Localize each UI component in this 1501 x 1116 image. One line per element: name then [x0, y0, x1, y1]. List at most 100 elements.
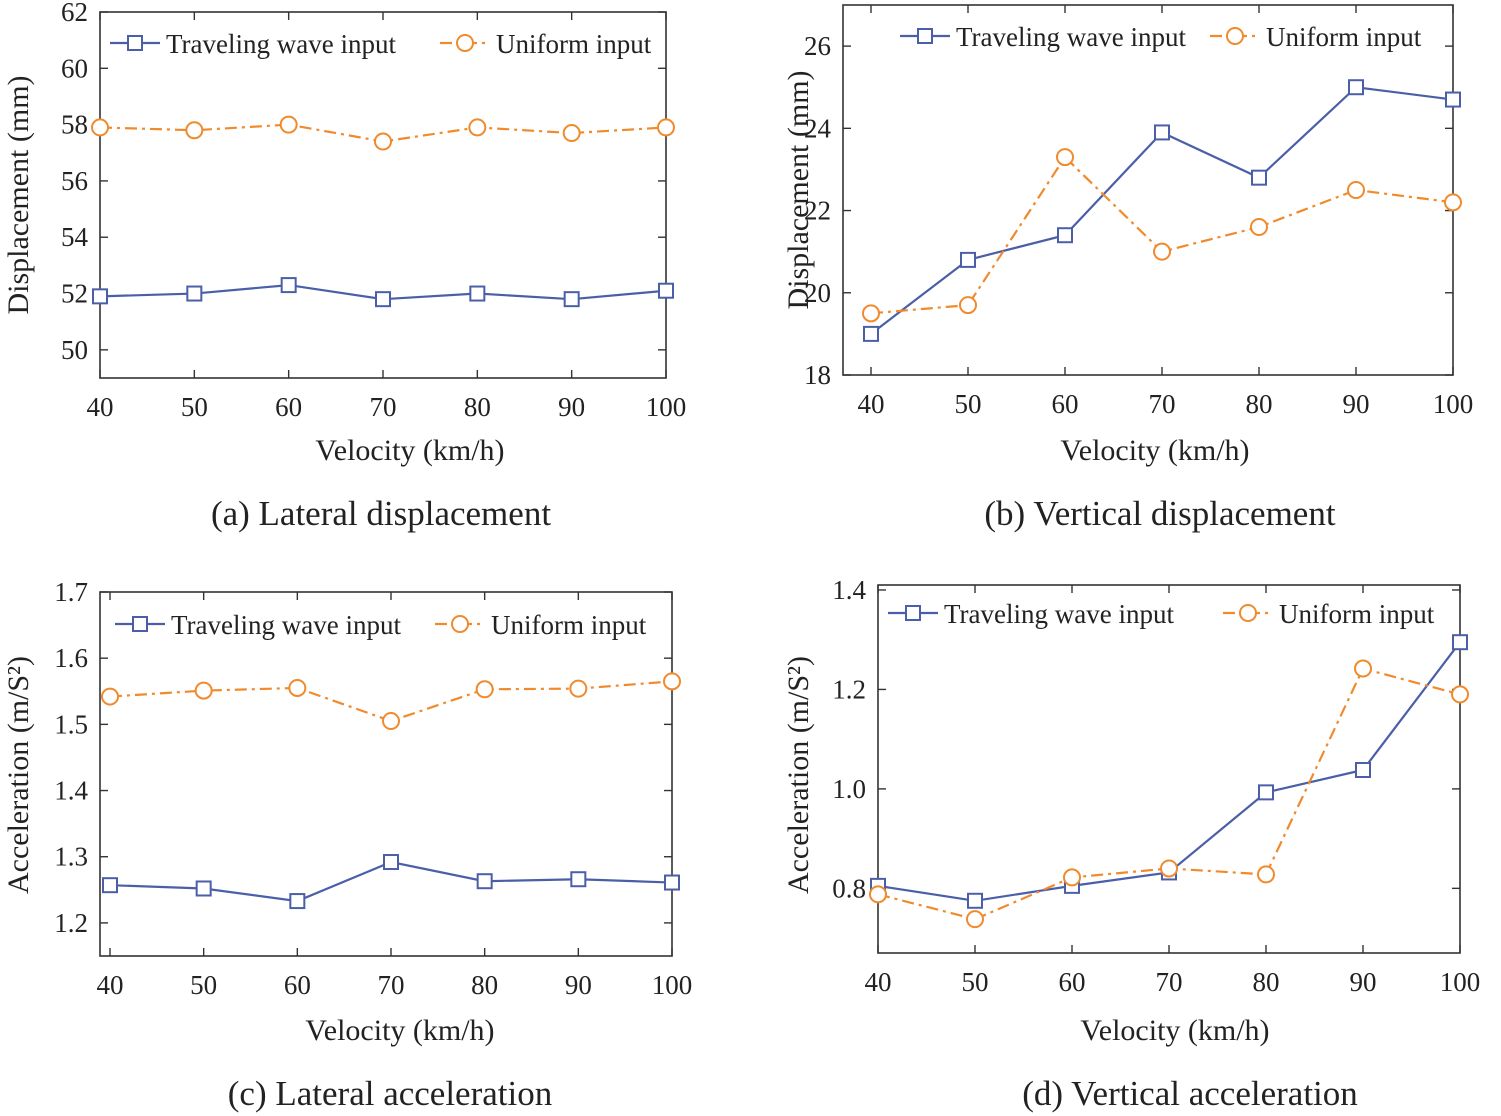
y-axis-label: Displacement (mm) [2, 75, 35, 314]
x-tick-label: 90 [1350, 967, 1377, 997]
x-tick-label: 70 [378, 970, 405, 1000]
chart-panel-b: 18 20 22 24 26 40 50 60 70 80 90 100 Traveling wave … [782, 4, 1474, 533]
traveling-wave-point [289, 893, 306, 910]
uniform-input-point [374, 132, 392, 151]
y-tick-label: 1.4 [832, 575, 866, 605]
traveling-wave-point [1348, 79, 1364, 96]
x-tick-label: 60 [1059, 967, 1086, 997]
y-tick-label: 50 [61, 335, 88, 365]
x-tick-label: 70 [1149, 389, 1176, 419]
x-tick-label: 80 [1246, 389, 1273, 419]
uniform-input-line [877, 667, 1461, 921]
y-axis-label: Acceleration (m/S²) [782, 656, 815, 894]
traveling-wave-line [870, 86, 1454, 335]
traveling-wave-point [1251, 169, 1267, 186]
x-tick-label: 100 [646, 392, 687, 422]
y-tick-label: 18 [804, 360, 831, 390]
legend-uniform-label: Uniform input [1266, 22, 1422, 52]
plot-frame [842, 4, 1454, 376]
panel-caption: (a) Lateral displacement [211, 494, 551, 533]
legend-traveling-label: Traveling wave input [166, 29, 396, 59]
y-tick-label: 1.6 [54, 643, 88, 673]
traveling-wave-point [280, 277, 297, 294]
chart-panel-d: 0.8 1.0 1.2 1.4 40 50 60 70 80 90 100 Traveling wav… [782, 575, 1480, 1113]
legend-square-marker [917, 28, 933, 44]
legend-uniform-label: Uniform input [496, 29, 652, 59]
y-tick-label: 60 [61, 53, 88, 83]
traveling-wave-point [1154, 124, 1170, 141]
x-tick-label: 40 [865, 967, 892, 997]
y-tick-label: 62 [61, 0, 88, 27]
uniform-input-point [569, 679, 588, 698]
traveling-wave-point [1258, 784, 1274, 801]
x-axis-label: Velocity (km/h) [315, 434, 504, 467]
uniform-input-point [1347, 181, 1365, 199]
chart-panel-c: 1.2 1.3 1.4 1.5 1.6 1.7 40 50 60 70 80 90 100 Traveli… [2, 577, 692, 1113]
uniform-input-point [1056, 148, 1074, 167]
uniform-input-point [1257, 865, 1275, 884]
y-tick-label: 54 [61, 222, 89, 252]
x-tick-label: 40 [97, 970, 124, 1000]
traveling-wave-point [967, 892, 983, 909]
x-tick-label: 100 [1433, 389, 1474, 419]
y-tick-label: 1.2 [832, 674, 866, 704]
panel-caption: (b) Vertical displacement [984, 494, 1335, 533]
uniform-input-line [870, 155, 1454, 315]
x-tick-label: 80 [464, 392, 491, 422]
traveling-wave-point [469, 285, 486, 302]
plot-frame [99, 591, 673, 957]
uniform-input-point [959, 296, 977, 315]
traveling-wave-point [570, 871, 587, 888]
uniform-input-point [1063, 868, 1081, 887]
x-tick-label: 80 [1253, 967, 1280, 997]
uniform-input-point [562, 124, 581, 143]
y-tick-label: 24 [804, 113, 832, 143]
legend-traveling-label: Traveling wave input [956, 22, 1186, 52]
legend-circle-marker [451, 615, 469, 633]
uniform-input-point [1153, 242, 1171, 261]
y-tick-label: 1.3 [54, 842, 88, 872]
traveling-wave-point [195, 880, 212, 897]
traveling-wave-point [1355, 761, 1371, 778]
x-tick-label: 50 [181, 392, 208, 422]
uniform-input-point [862, 304, 880, 323]
x-tick-label: 40 [87, 392, 114, 422]
uniform-input-point [1250, 218, 1268, 236]
traveling-wave-point [1452, 634, 1468, 651]
traveling-wave-point [658, 282, 674, 299]
uniform-input-point [1160, 859, 1178, 878]
x-axis-label: Velocity (km/h) [1080, 1014, 1269, 1047]
x-tick-label: 60 [275, 392, 302, 422]
x-tick-label: 60 [1052, 389, 1079, 419]
x-tick-label: 40 [858, 389, 885, 419]
y-axis-label: Acceleration (m/S²) [2, 656, 35, 894]
legend-traveling-label: Traveling wave input [171, 610, 401, 640]
uniform-input-point [663, 672, 681, 691]
y-tick-label: 1.2 [54, 908, 88, 938]
uniform-input-point [279, 115, 298, 134]
uniform-input-point [869, 885, 887, 904]
y-tick-label: 22 [804, 196, 831, 226]
y-tick-label: 1.7 [54, 577, 88, 607]
legend-traveling-label: Traveling wave input [944, 599, 1174, 629]
y-tick-label: 58 [61, 110, 88, 140]
x-axis-label: Velocity (km/h) [305, 1014, 494, 1047]
uniform-input-point [101, 687, 119, 706]
x-tick-label: 100 [652, 970, 693, 1000]
traveling-wave-point [186, 285, 203, 302]
uniform-input-point [1444, 193, 1462, 212]
traveling-wave-point [375, 291, 391, 308]
traveling-wave-point [960, 251, 976, 268]
x-tick-label: 80 [471, 970, 498, 1000]
y-tick-label: 1.0 [832, 774, 866, 804]
uniform-input-point [288, 678, 307, 697]
y-tick-label: 20 [804, 278, 831, 308]
uniform-input-point [468, 118, 487, 137]
uniform-input-point [1354, 659, 1372, 678]
y-tick-label: 1.4 [54, 776, 88, 806]
x-axis-label: Velocity (km/h) [1060, 434, 1249, 467]
traveling-wave-point [1445, 91, 1461, 108]
plot-frame [877, 584, 1461, 954]
y-tick-label: 0.8 [832, 873, 866, 903]
